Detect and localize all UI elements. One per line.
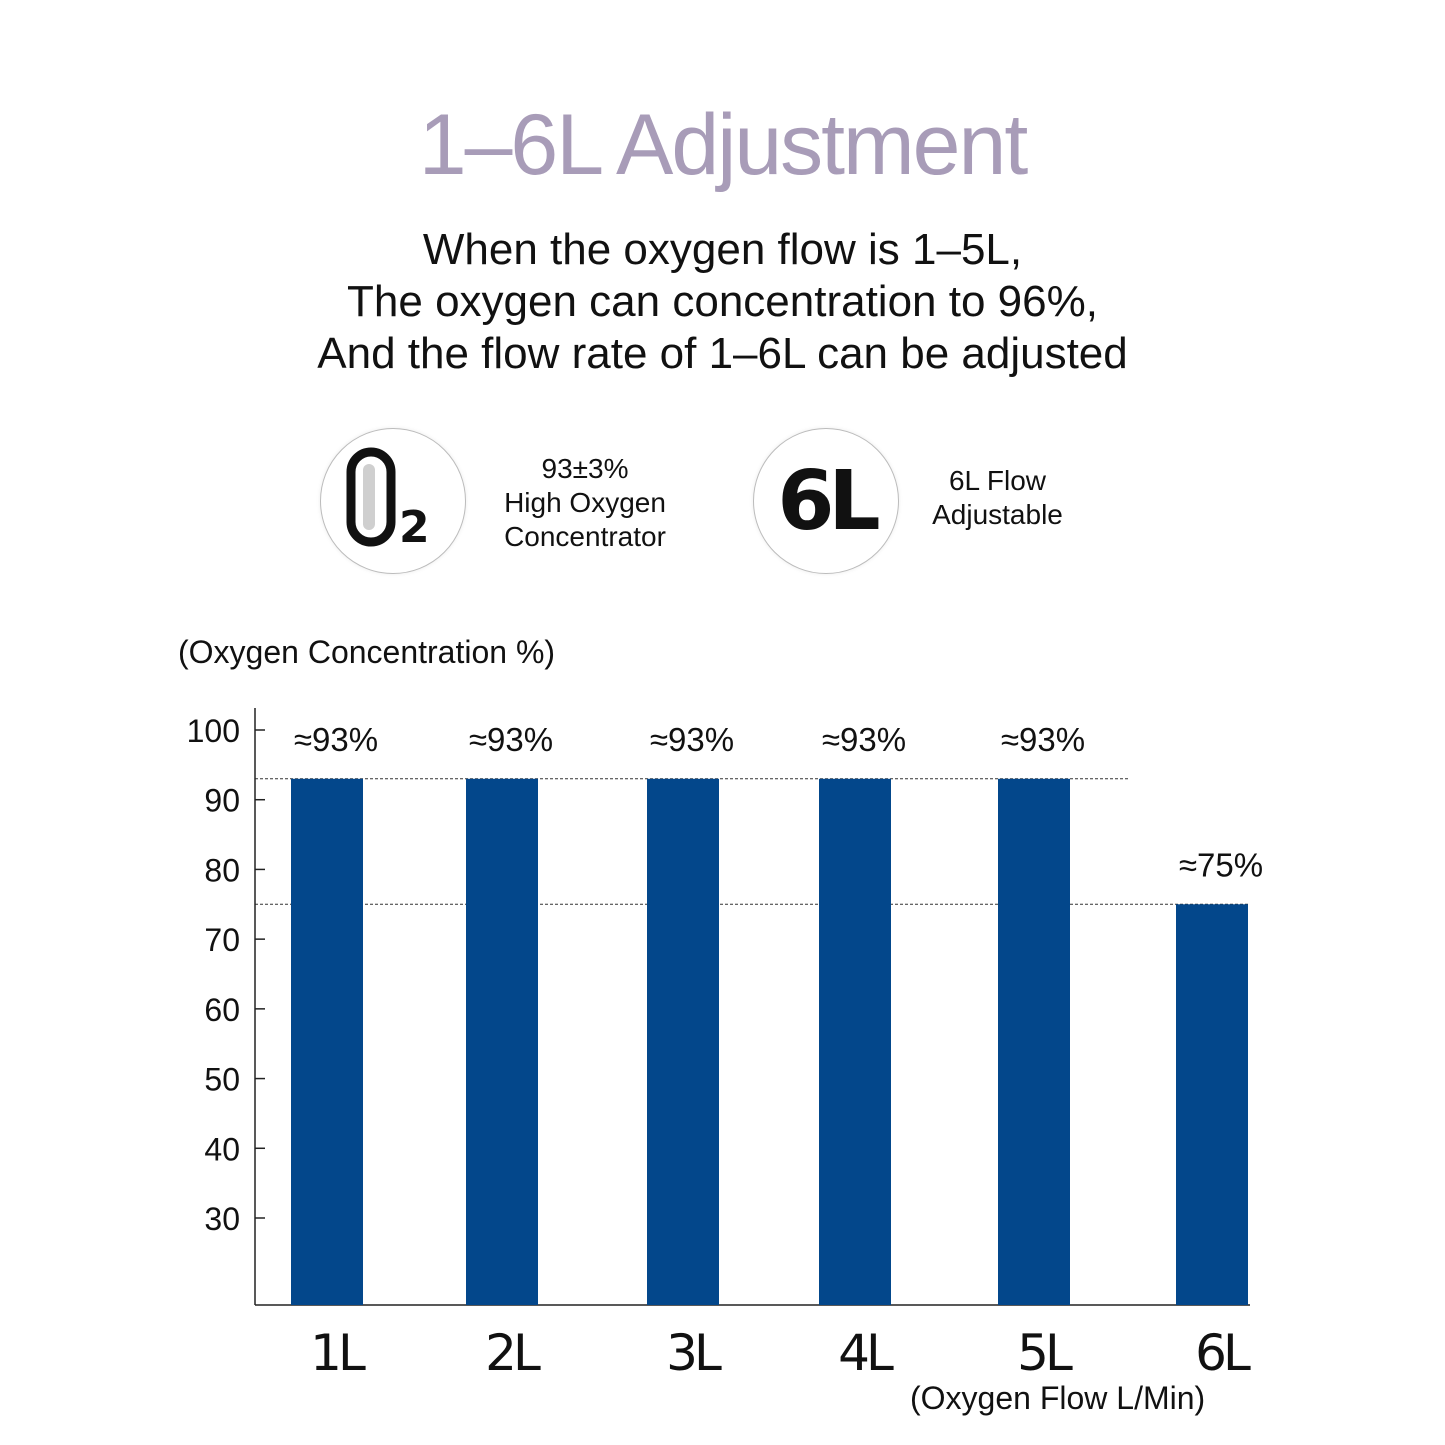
data-label: ≈93% — [469, 721, 553, 758]
subtitle-line-1: When the oxygen flow is 1–5L, — [422, 225, 1023, 274]
flow-feature-line-1: 6L Flow — [948, 465, 1046, 496]
page-title: 1–6L Adjustment — [418, 97, 1028, 193]
data-label: ≈93% — [650, 721, 734, 758]
flow-feature-text: 6L Flow Adjustable — [905, 464, 1090, 532]
o2-feature-line-3: Concentrator — [504, 521, 666, 552]
flow-6l-icon: 6L — [777, 453, 880, 549]
data-label: ≈75% — [1179, 846, 1263, 883]
y-tick-label: 40 — [204, 1131, 240, 1167]
data-label: ≈93% — [822, 721, 906, 758]
flow-feature-line-2: Adjustable — [932, 499, 1063, 530]
y-tick-label: 60 — [204, 992, 240, 1028]
x-tick-label: 2L — [485, 1324, 541, 1382]
x-tick-label: 3L — [666, 1324, 722, 1382]
data-label: ≈93% — [294, 721, 378, 758]
subtitle-line-3: And the flow rate of 1–6L can be adjuste… — [317, 329, 1128, 378]
y-tick-label: 80 — [204, 852, 240, 888]
o2-feature-circle: 2 — [320, 428, 466, 574]
subtitle-line-2: The oxygen can concentration to 96%, — [347, 277, 1098, 326]
y-axis-title: (Oxygen Concentration %) — [178, 634, 556, 670]
bar — [291, 778, 363, 1305]
svg-text:2: 2 — [399, 502, 430, 553]
y-tick-label: 100 — [187, 713, 240, 749]
y-tick-label: 30 — [204, 1201, 240, 1237]
flow-feature-circle: 6L — [753, 428, 899, 574]
y-tick-label: 90 — [204, 783, 240, 819]
bar — [998, 778, 1070, 1305]
o2-feature-text: 93±3% High Oxygen Concentrator — [470, 452, 700, 554]
x-tick-label: 5L — [1017, 1324, 1073, 1382]
o2-feature-line-2: High Oxygen — [504, 487, 666, 518]
x-tick-label: 1L — [310, 1324, 366, 1382]
bar — [647, 778, 719, 1305]
x-axis-title: (Oxygen Flow L/Min) — [910, 1380, 1206, 1416]
x-tick-label: 6L — [1195, 1324, 1251, 1382]
subtitle: When the oxygen flow is 1–5L, The oxygen… — [0, 224, 1445, 380]
o2-feature-line-1: 93±3% — [541, 453, 629, 484]
bar — [819, 778, 891, 1305]
x-tick-label: 4L — [838, 1324, 894, 1382]
bar — [1176, 904, 1248, 1305]
bar — [466, 778, 538, 1305]
y-tick-label: 50 — [204, 1062, 240, 1098]
o2-molecule-icon: 2 — [346, 447, 430, 553]
y-tick-label: 70 — [204, 922, 240, 958]
data-label: ≈93% — [1001, 721, 1085, 758]
